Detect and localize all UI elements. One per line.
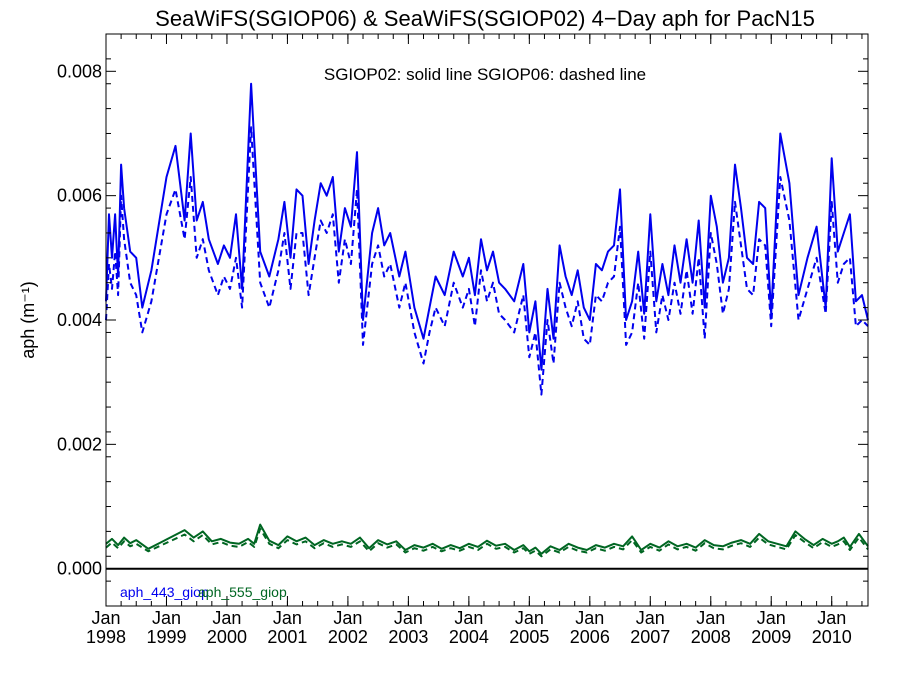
- y-axis-label: aph (m⁻¹): [18, 281, 38, 359]
- x-tick-month-label: Jan: [817, 608, 846, 628]
- series-line-aph_443_giop-dashed: [105, 126, 869, 396]
- x-tick-year-label: 2005: [509, 627, 549, 647]
- x-tick-year-label: 2004: [449, 627, 489, 647]
- series-layer: [105, 82, 869, 558]
- x-tick-month-label: Jan: [636, 608, 665, 628]
- x-tick-month-label: Jan: [454, 608, 483, 628]
- x-tick-year-label: 2009: [751, 627, 791, 647]
- x-tick-month-label: Jan: [91, 608, 120, 628]
- y-tick-label: 0.008: [57, 61, 102, 81]
- x-tick-year-label: 1998: [86, 627, 126, 647]
- x-tick-month-label: Jan: [212, 608, 241, 628]
- x-tick-month-label: Jan: [515, 608, 544, 628]
- x-tick-year-label: 2007: [630, 627, 670, 647]
- x-tick-month-label: Jan: [333, 608, 362, 628]
- x-tick-year-label: 2000: [207, 627, 247, 647]
- y-tick-label: 0.006: [57, 186, 102, 206]
- y-tick-label: 0.002: [57, 434, 102, 454]
- series-line-aph_555_giop-dashed: [105, 527, 869, 558]
- y-tick-label: 0.004: [57, 310, 102, 330]
- x-tick-year-label: 2010: [812, 627, 852, 647]
- plot-frame: [105, 33, 869, 607]
- x-tick-month-label: Jan: [394, 608, 423, 628]
- x-tick-year-label: 2001: [267, 627, 307, 647]
- x-tick-year-label: 2006: [570, 627, 610, 647]
- line-style-annotation: SGIOP02: solid line SGIOP06: dashed line: [324, 65, 646, 84]
- chart-title: SeaWiFS(SGIOP06) & SeaWiFS(SGIOP02) 4−Da…: [155, 6, 815, 31]
- legend-entry-aph_555_giop: aph_555_giop: [198, 584, 287, 600]
- x-tick-year-label: 2002: [328, 627, 368, 647]
- x-tick-month-label: Jan: [575, 608, 604, 628]
- x-tick-year-label: 2003: [388, 627, 428, 647]
- series-line-aph_555_giop-solid: [105, 523, 869, 555]
- y-tick-label: 0.000: [57, 559, 102, 579]
- x-tick-year-label: 2008: [691, 627, 731, 647]
- series-line-aph_443_giop-solid: [105, 82, 869, 371]
- x-tick-year-label: 1999: [146, 627, 186, 647]
- x-tick-month-label: Jan: [273, 608, 302, 628]
- x-tick-month-label: Jan: [152, 608, 181, 628]
- x-tick-month-label: Jan: [757, 608, 786, 628]
- x-tick-month-label: Jan: [696, 608, 725, 628]
- legend-entry-aph_443_giop: aph_443_giop: [120, 584, 209, 600]
- axis-layer: 0.0000.0020.0040.0060.008Jan1998Jan1999J…: [57, 33, 868, 647]
